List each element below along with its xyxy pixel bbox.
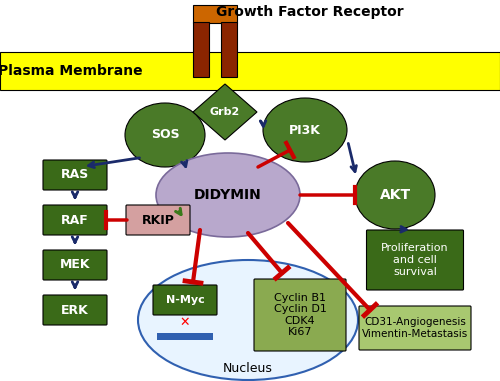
Text: Cyclin B1
Cyclin D1
CDK4
Ki67: Cyclin B1 Cyclin D1 CDK4 Ki67 xyxy=(274,293,326,338)
Text: Proliferation
and cell
survival: Proliferation and cell survival xyxy=(381,243,449,277)
Text: ERK: ERK xyxy=(61,304,89,317)
Text: Nucleus: Nucleus xyxy=(223,362,273,375)
Ellipse shape xyxy=(156,153,300,237)
FancyBboxPatch shape xyxy=(254,279,346,351)
FancyBboxPatch shape xyxy=(43,250,107,280)
FancyBboxPatch shape xyxy=(366,230,464,290)
Text: Growth Factor Receptor: Growth Factor Receptor xyxy=(216,5,404,19)
Text: Plasma Membrane: Plasma Membrane xyxy=(0,64,142,78)
Ellipse shape xyxy=(355,161,435,229)
Ellipse shape xyxy=(125,103,205,167)
Text: ✕: ✕ xyxy=(180,315,190,328)
FancyBboxPatch shape xyxy=(43,205,107,235)
FancyBboxPatch shape xyxy=(43,160,107,190)
Text: MEK: MEK xyxy=(60,258,90,272)
Ellipse shape xyxy=(263,98,347,162)
Text: Grb2: Grb2 xyxy=(210,107,240,117)
FancyBboxPatch shape xyxy=(43,295,107,325)
Text: CD31-Angiogenesis
Vimentin-Metastasis: CD31-Angiogenesis Vimentin-Metastasis xyxy=(362,317,468,339)
FancyBboxPatch shape xyxy=(193,22,209,77)
FancyBboxPatch shape xyxy=(153,285,217,315)
Text: DIDYMIN: DIDYMIN xyxy=(194,188,262,202)
Text: PI3K: PI3K xyxy=(289,123,321,136)
FancyBboxPatch shape xyxy=(0,52,500,90)
FancyBboxPatch shape xyxy=(126,205,190,235)
Text: N-Myc: N-Myc xyxy=(166,295,204,305)
Text: SOS: SOS xyxy=(150,128,180,141)
Text: RKIP: RKIP xyxy=(142,213,174,226)
Text: AKT: AKT xyxy=(380,188,410,202)
Ellipse shape xyxy=(138,260,358,380)
FancyBboxPatch shape xyxy=(221,22,237,77)
Text: RAF: RAF xyxy=(61,213,89,226)
FancyBboxPatch shape xyxy=(359,306,471,350)
Text: RAS: RAS xyxy=(61,168,89,181)
Polygon shape xyxy=(193,84,257,140)
FancyBboxPatch shape xyxy=(193,5,237,23)
FancyBboxPatch shape xyxy=(157,333,213,340)
